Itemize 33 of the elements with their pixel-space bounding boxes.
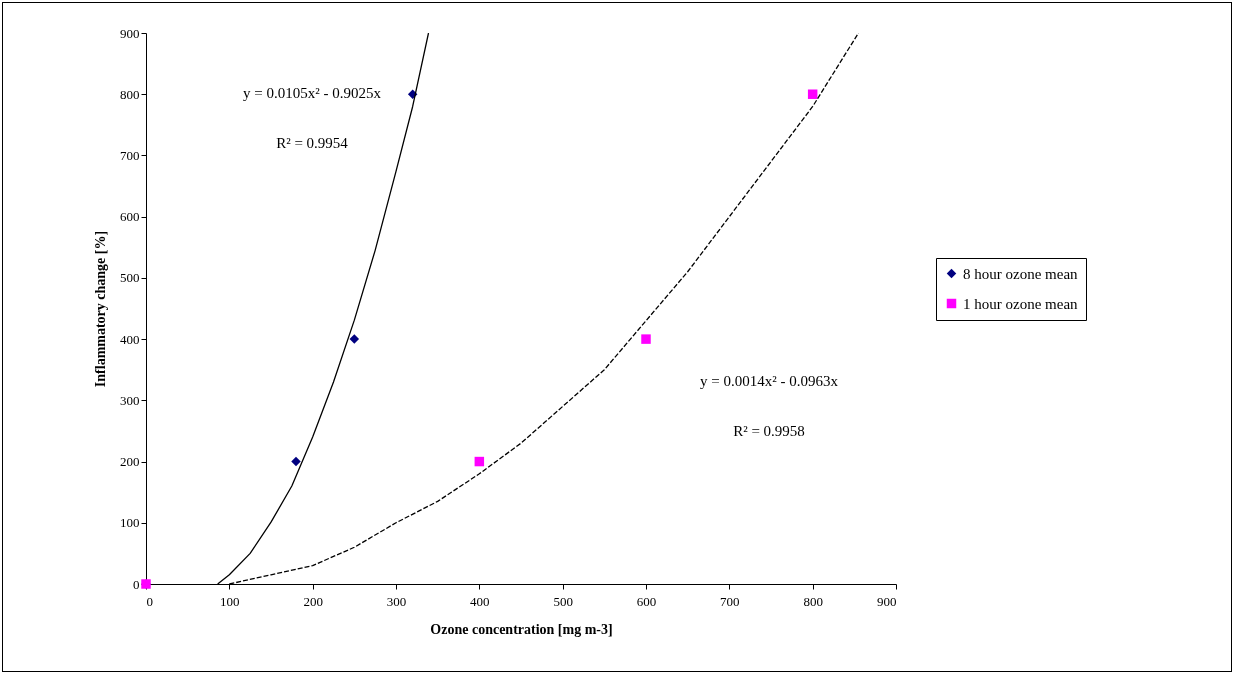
y-tick-label: 800: [120, 86, 140, 102]
annotation: y = 0.0014x² - 0.0963x: [700, 373, 839, 389]
y-tick-label: 200: [120, 454, 140, 470]
y-axis-title: Inflammatory change [%]: [93, 230, 108, 388]
x-axis-title: Ozone concentration [mg m-3]: [430, 621, 613, 637]
annotation: R² = 0.9958: [733, 423, 805, 439]
x-tick-label: 200: [303, 593, 323, 609]
y-tick-label: 300: [120, 392, 140, 408]
x-tick-label: 300: [386, 593, 407, 609]
x-tick-label: 900: [877, 593, 897, 609]
x-tick-label: 700: [720, 593, 740, 609]
point: [641, 334, 651, 344]
legend-label: 1 hour ozone mean: [963, 295, 1079, 312]
point: [474, 456, 485, 467]
y-tick-label: 900: [120, 25, 140, 41]
point: [807, 89, 818, 99]
x-tick-label: 0: [146, 593, 153, 609]
x-tick-label: 800: [803, 593, 823, 609]
y-tick-label: 700: [120, 147, 140, 163]
x-tick-label: 600: [636, 593, 657, 609]
annotation: R² = 0.9954: [276, 135, 349, 151]
y-tick-label: 0: [133, 576, 140, 592]
point: [291, 456, 301, 467]
y-tick-label: 100: [120, 515, 140, 531]
x-tick-label: 100: [220, 593, 240, 609]
legend-label: 8 hour ozone mean: [963, 265, 1079, 282]
y-tick-label: 600: [120, 209, 140, 225]
y-tick-label: 400: [120, 331, 140, 347]
x-tick-label: 500: [553, 593, 573, 609]
y-tick-label: 500: [120, 270, 140, 286]
x-tick-label: 400: [470, 593, 490, 609]
point: [349, 334, 360, 344]
annotation: y = 0.0105x² - 0.9025x: [243, 85, 382, 101]
